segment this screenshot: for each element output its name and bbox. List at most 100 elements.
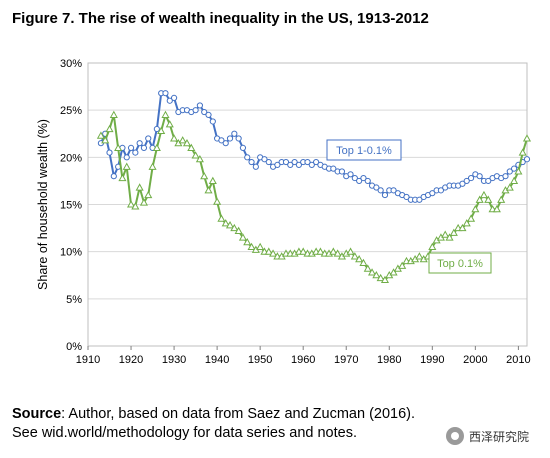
- data-point: [221, 219, 230, 227]
- data-point: [403, 193, 410, 201]
- data-point: [101, 136, 110, 144]
- data-point: [377, 187, 384, 194]
- data-point: [329, 247, 338, 255]
- data-point: [355, 254, 364, 263]
- x-tick-label: 1940: [205, 354, 229, 366]
- data-point: [485, 177, 492, 185]
- data-point: [523, 156, 531, 163]
- data-point: [96, 131, 105, 139]
- data-point: [372, 271, 381, 279]
- series-label-top-0-1: Top 0.1%: [428, 252, 492, 274]
- data-point: [467, 174, 475, 182]
- data-point: [449, 228, 458, 236]
- data-point: [217, 214, 226, 222]
- y-tick-label: 20%: [60, 152, 82, 164]
- y-tick-label: 5%: [66, 294, 82, 306]
- data-point: [274, 161, 281, 168]
- x-tick-label: 1950: [248, 354, 272, 366]
- data-point: [166, 97, 173, 104]
- data-point: [238, 233, 247, 241]
- data-point: [213, 197, 222, 205]
- label-text: Top 1-0.1%: [336, 145, 392, 157]
- label-box: [326, 139, 402, 161]
- x-tick-label: 1990: [420, 354, 444, 366]
- data-point: [338, 168, 346, 175]
- data-point: [178, 136, 187, 144]
- data-point: [360, 174, 367, 182]
- data-point: [390, 187, 397, 194]
- data-point: [415, 252, 424, 260]
- data-point: [126, 200, 136, 208]
- data-point: [510, 165, 518, 172]
- data-point: [295, 161, 302, 168]
- data-point: [265, 158, 272, 166]
- data-point: [350, 252, 359, 260]
- label-box: [428, 252, 492, 274]
- data-point: [376, 273, 385, 282]
- data-point: [191, 151, 200, 159]
- source-note: Source: Author, based on data from Saez …: [12, 405, 432, 443]
- data-point: [347, 171, 354, 178]
- plot-area-border: [87, 62, 528, 347]
- data-point: [510, 176, 519, 184]
- data-point: [218, 137, 225, 144]
- data-point: [105, 124, 114, 133]
- data-point: [230, 223, 239, 232]
- data-point: [437, 187, 445, 194]
- data-point: [363, 264, 372, 272]
- data-point: [502, 173, 509, 180]
- data-point: [170, 94, 178, 102]
- y-axis-label: Share of household wealth (%): [36, 119, 50, 290]
- data-point: [428, 242, 437, 251]
- data-point: [299, 247, 308, 255]
- data-point: [165, 120, 174, 128]
- data-point: [234, 226, 243, 234]
- x-tick-label: 1910: [76, 354, 100, 366]
- data-point: [492, 204, 501, 213]
- watermark-text: 西泽研究院: [469, 429, 530, 444]
- data-point: [463, 177, 470, 185]
- data-point: [330, 165, 337, 172]
- data-point: [200, 171, 209, 180]
- label-text: Top 0.1%: [437, 258, 483, 270]
- data-point: [118, 173, 127, 182]
- data-point: [144, 190, 153, 199]
- x-tick-label: 1970: [334, 354, 358, 366]
- data-point: [264, 247, 273, 255]
- data-point: [256, 242, 265, 251]
- y-axis-tick-labels: 0% 5% 10% 15% 20% 25% 30%: [60, 58, 82, 353]
- data-point: [346, 247, 355, 255]
- x-axis-tick-labels: 1910 1920 1930 1940 1950 1960 1970 1980 1990 2000…: [76, 346, 531, 366]
- data-point: [114, 143, 123, 151]
- data-point: [239, 144, 247, 151]
- series-label-top-1-0-1: Top 1-0.1%: [326, 139, 402, 161]
- data-point: [157, 126, 166, 134]
- data-point: [269, 249, 278, 257]
- data-point: [398, 261, 407, 269]
- series-annotations: Top 1-0.1% Top 0.1%: [326, 139, 492, 274]
- x-tick-label: 1920: [119, 354, 143, 366]
- data-point: [505, 183, 514, 191]
- data-point: [445, 233, 454, 241]
- data-point: [135, 183, 144, 191]
- data-point: [316, 247, 325, 255]
- data-point: [282, 158, 290, 166]
- series-top-1-0-1: [97, 90, 531, 203]
- y-tick-label: 0%: [66, 341, 82, 353]
- data-point: [204, 186, 213, 194]
- data-point: [192, 107, 199, 114]
- data-point: [131, 202, 140, 210]
- data-point: [497, 195, 506, 203]
- data-point: [304, 158, 311, 166]
- data-point: [226, 135, 234, 142]
- y-tick-label: 15%: [60, 200, 82, 212]
- y-tick-label: 30%: [60, 58, 82, 70]
- data-point: [145, 135, 152, 142]
- data-point: [381, 191, 389, 199]
- data-point: [110, 173, 117, 180]
- data-point: [148, 162, 157, 170]
- data-point: [161, 110, 170, 118]
- data-point: [243, 238, 252, 246]
- data-point: [351, 174, 358, 182]
- data-point: [225, 221, 235, 229]
